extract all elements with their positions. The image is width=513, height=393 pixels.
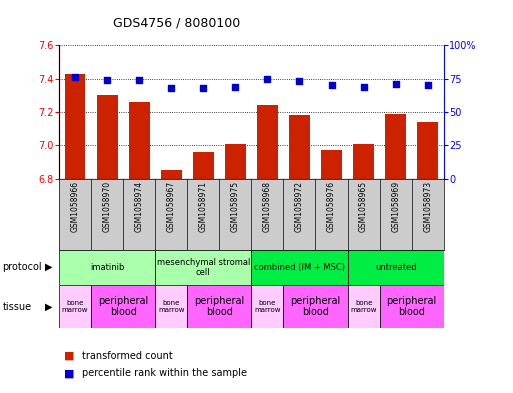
Text: mesenchymal stromal
cell: mesenchymal stromal cell (156, 257, 250, 277)
Bar (59, 285, 91, 328)
Bar (65, 73, 86, 179)
Text: GSM1058970: GSM1058970 (103, 181, 112, 232)
Text: percentile rank within the sample: percentile rank within the sample (82, 368, 247, 378)
Text: GSM1058967: GSM1058967 (167, 181, 176, 232)
Point (103, 77, 111, 83)
Bar (289, 116, 310, 179)
Bar (353, 144, 374, 179)
Bar (193, 152, 214, 179)
Text: ▶: ▶ (45, 301, 53, 312)
Bar (59, 250, 155, 285)
Point (71, 74, 79, 81)
Text: bone
marrow: bone marrow (158, 300, 185, 313)
Bar (251, 250, 348, 285)
Text: peripheral
blood: peripheral blood (98, 296, 148, 317)
Point (327, 82, 336, 88)
Bar (321, 151, 342, 179)
Text: GSM1058965: GSM1058965 (359, 181, 368, 232)
Bar (161, 171, 182, 179)
Text: GSM1058972: GSM1058972 (295, 181, 304, 232)
Point (231, 83, 240, 90)
Point (135, 77, 143, 83)
Bar (225, 144, 246, 179)
Text: GSM1058976: GSM1058976 (327, 181, 336, 232)
Text: protocol: protocol (3, 262, 42, 272)
Text: GSM1058975: GSM1058975 (231, 181, 240, 232)
Text: GSM1058973: GSM1058973 (423, 181, 432, 232)
Text: bone
marrow: bone marrow (350, 300, 377, 313)
Point (199, 85, 207, 91)
Text: combined (IM + MSC): combined (IM + MSC) (254, 263, 345, 272)
Point (360, 83, 368, 90)
Text: GSM1058971: GSM1058971 (199, 181, 208, 232)
Text: GSM1058974: GSM1058974 (134, 181, 144, 232)
Point (391, 81, 400, 87)
Bar (257, 105, 278, 179)
Point (263, 75, 271, 82)
Point (295, 78, 304, 84)
Bar (187, 285, 251, 328)
Point (424, 82, 432, 88)
Bar (155, 250, 251, 285)
Bar (283, 285, 348, 328)
Text: bone
marrow: bone marrow (254, 300, 281, 313)
Point (167, 85, 175, 91)
Bar (91, 285, 155, 328)
Text: GSM1058966: GSM1058966 (70, 181, 80, 232)
Text: peripheral
blood: peripheral blood (290, 296, 341, 317)
Text: peripheral
blood: peripheral blood (194, 296, 244, 317)
Text: transformed count: transformed count (82, 351, 173, 361)
Bar (96, 95, 117, 179)
Text: ▶: ▶ (45, 262, 53, 272)
Text: bone
marrow: bone marrow (62, 300, 88, 313)
Text: GSM1058968: GSM1058968 (263, 181, 272, 232)
Bar (417, 122, 438, 179)
Bar (251, 285, 283, 328)
Text: ■: ■ (64, 351, 74, 361)
Bar (348, 250, 444, 285)
Bar (385, 114, 406, 179)
Bar (155, 285, 187, 328)
Text: GSM1058969: GSM1058969 (391, 181, 400, 232)
Bar (380, 285, 444, 328)
Text: GDS4756 / 8080100: GDS4756 / 8080100 (113, 17, 240, 29)
Text: peripheral
blood: peripheral blood (387, 296, 437, 317)
Text: tissue: tissue (3, 301, 32, 312)
Bar (129, 102, 150, 179)
Text: imatinib: imatinib (90, 263, 124, 272)
Bar (348, 285, 380, 328)
Text: ■: ■ (64, 368, 74, 378)
Text: untreated: untreated (375, 263, 417, 272)
